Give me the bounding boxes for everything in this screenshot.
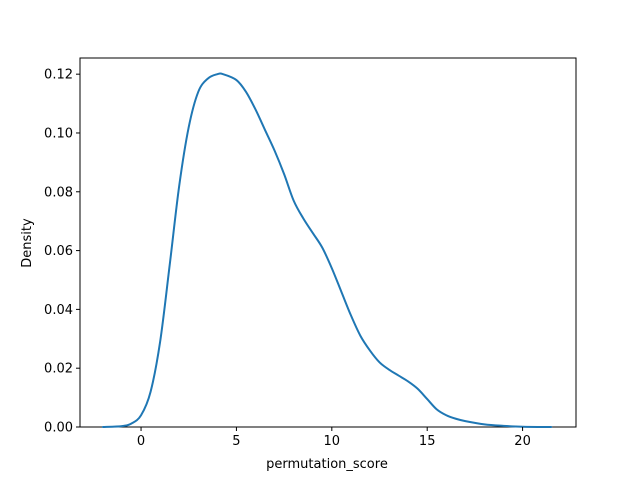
x-tick-label: 20 — [514, 434, 531, 449]
x-tick-label: 10 — [324, 434, 341, 449]
y-axis-ticks: 0.00 0.02 0.04 0.06 0.08 0.10 0.12 — [44, 68, 80, 436]
y-axis-label: Density — [20, 218, 35, 268]
y-tick-label: 0.12 — [44, 68, 73, 83]
y-tick-label: 0.08 — [44, 185, 73, 200]
y-tick-label: 0.10 — [44, 126, 73, 141]
x-tick-label: 15 — [419, 434, 436, 449]
y-tick-label: 0.00 — [44, 421, 73, 436]
y-tick-label: 0.02 — [44, 362, 73, 377]
y-tick-label: 0.04 — [44, 303, 73, 318]
x-axis-label: permutation_score — [266, 457, 388, 472]
plot-frame — [79, 57, 577, 428]
x-axis-ticks: 0 5 10 15 20 — [137, 427, 531, 449]
x-tick-label: 5 — [232, 434, 240, 449]
density-line-0 — [101, 72, 553, 428]
plot-area — [79, 57, 577, 428]
x-tick-label: 0 — [137, 434, 145, 449]
y-tick-label: 0.06 — [44, 244, 73, 259]
